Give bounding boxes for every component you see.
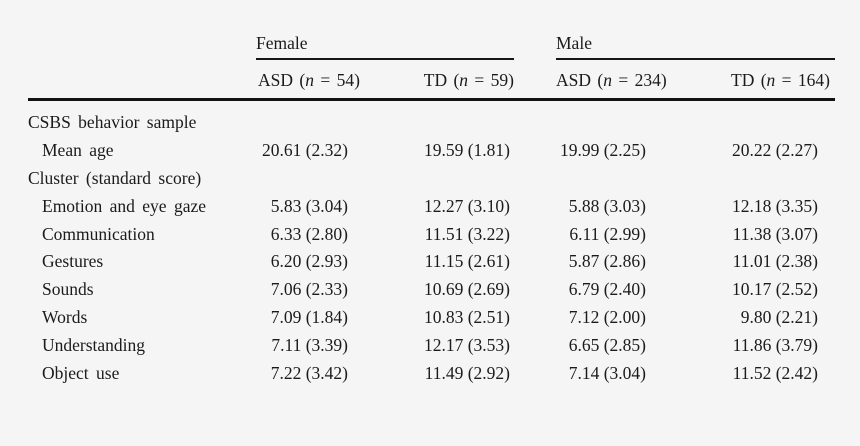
group-header-female: Female xyxy=(256,33,514,60)
col-header-text: = 59) xyxy=(468,70,514,90)
table-row-mean-age: Mean age 20.61 (2.32) 19.59 (1.81) 19.99… xyxy=(28,137,835,165)
cell-value: 12.18 (3.35) xyxy=(731,195,818,216)
cell-value: 7.09 (1.84) xyxy=(270,306,348,327)
col-header-text: = 234) xyxy=(611,70,667,90)
cell-value: 11.52 (2.42) xyxy=(732,362,818,383)
col-header-text: ASD ( xyxy=(258,70,306,90)
col-header-text: TD ( xyxy=(423,70,460,90)
cell-value: 20.22 (2.27) xyxy=(731,140,818,161)
cell-value: 11.49 (2.92) xyxy=(424,362,510,383)
col-header-male-td: TD (n = 164) xyxy=(646,70,835,98)
col-header-female-td: TD (n = 59) xyxy=(370,70,514,98)
cell-value: 9.80 (2.21) xyxy=(740,306,818,327)
row-label: Cluster (standard score) xyxy=(28,167,202,188)
col-header-text: = 54) xyxy=(313,70,360,90)
cell-value: 10.69 (2.69) xyxy=(423,279,510,300)
table-row-communication: Communication 6.33 (2.80) 11.51 (3.22) 6… xyxy=(28,220,835,248)
row-label: Understanding xyxy=(42,334,146,355)
n-variable: n xyxy=(459,70,469,90)
table-row-sounds: Sounds 7.06 (2.33) 10.69 (2.69) 6.79 (2.… xyxy=(28,276,835,304)
cell-value: 7.14 (3.04) xyxy=(568,362,646,383)
col-header-female-asd: ASD (n = 54) xyxy=(256,70,370,98)
table-row-section-csbs: CSBS behavior sample xyxy=(28,109,835,137)
table-body: CSBS behavior sample Mean age 20.61 (2.3… xyxy=(28,101,835,387)
cell-value: 10.83 (2.51) xyxy=(423,306,510,327)
row-label: CSBS behavior sample xyxy=(28,112,197,133)
table-row-words: Words 7.09 (1.84) 10.83 (2.51) 7.12 (2.0… xyxy=(28,304,835,332)
row-label: Emotion and eye gaze xyxy=(42,195,207,216)
cell-value: 11.86 (3.79) xyxy=(732,334,818,355)
cell-value: 6.33 (2.80) xyxy=(270,223,348,244)
table-row-understanding: Understanding 7.11 (3.39) 12.17 (3.53) 6… xyxy=(28,331,835,359)
col-header-text: TD ( xyxy=(731,70,767,90)
col-header-text: = 164) xyxy=(775,70,830,90)
cell-value: 7.06 (2.33) xyxy=(270,279,348,300)
cell-value: 11.01 (2.38) xyxy=(732,251,818,272)
group-header-male: Male xyxy=(556,33,835,60)
cell-value: 19.59 (1.81) xyxy=(423,140,510,161)
cell-value: 7.22 (3.42) xyxy=(270,362,348,383)
cell-value: 6.79 (2.40) xyxy=(568,279,646,300)
n-variable: n xyxy=(603,70,612,90)
cell-value: 10.17 (2.52) xyxy=(731,279,818,300)
cell-value: 7.12 (2.00) xyxy=(568,306,646,327)
stats-table: Female Male ASD (n = 54) TD (n = 59) ASD… xyxy=(28,28,835,387)
cell-value: 12.17 (3.53) xyxy=(423,334,510,355)
cell-value: 11.15 (2.61) xyxy=(424,251,510,272)
cell-value: 6.11 (2.99) xyxy=(569,223,646,244)
cell-value: 6.65 (2.85) xyxy=(568,334,646,355)
column-header-row: ASD (n = 54) TD (n = 59) ASD (n = 234) T… xyxy=(28,60,835,101)
col-header-text: ASD ( xyxy=(556,70,604,90)
row-label: Gestures xyxy=(42,251,104,272)
row-label: Words xyxy=(42,306,88,327)
row-label: Sounds xyxy=(42,279,94,300)
group-header-row: Female Male xyxy=(28,28,835,60)
col-header-male-asd: ASD (n = 234) xyxy=(514,70,667,98)
cell-value: 6.20 (2.93) xyxy=(270,251,348,272)
cell-value: 20.61 (2.32) xyxy=(261,140,348,161)
row-label: Mean age xyxy=(42,140,114,161)
table-row-section-cluster: Cluster (standard score) xyxy=(28,165,835,193)
cell-value: 11.51 (3.22) xyxy=(424,223,510,244)
cell-value: 7.11 (3.39) xyxy=(271,334,348,355)
cell-value: 11.38 (3.07) xyxy=(732,223,818,244)
n-variable: n xyxy=(766,70,776,90)
row-label: Communication xyxy=(42,223,155,244)
cell-value: 12.27 (3.10) xyxy=(423,195,510,216)
row-label: Object use xyxy=(42,362,120,383)
cell-value: 5.88 (3.03) xyxy=(568,195,646,216)
cell-value: 5.87 (2.86) xyxy=(568,251,646,272)
table-row-object-use: Object use 7.22 (3.42) 11.49 (2.92) 7.14… xyxy=(28,359,835,387)
cell-value: 5.83 (3.04) xyxy=(270,195,348,216)
table-row-emotion-eye-gaze: Emotion and eye gaze 5.83 (3.04) 12.27 (… xyxy=(28,192,835,220)
n-variable: n xyxy=(305,70,314,90)
table-row-gestures: Gestures 6.20 (2.93) 11.15 (2.61) 5.87 (… xyxy=(28,248,835,276)
cell-value: 19.99 (2.25) xyxy=(559,140,646,161)
